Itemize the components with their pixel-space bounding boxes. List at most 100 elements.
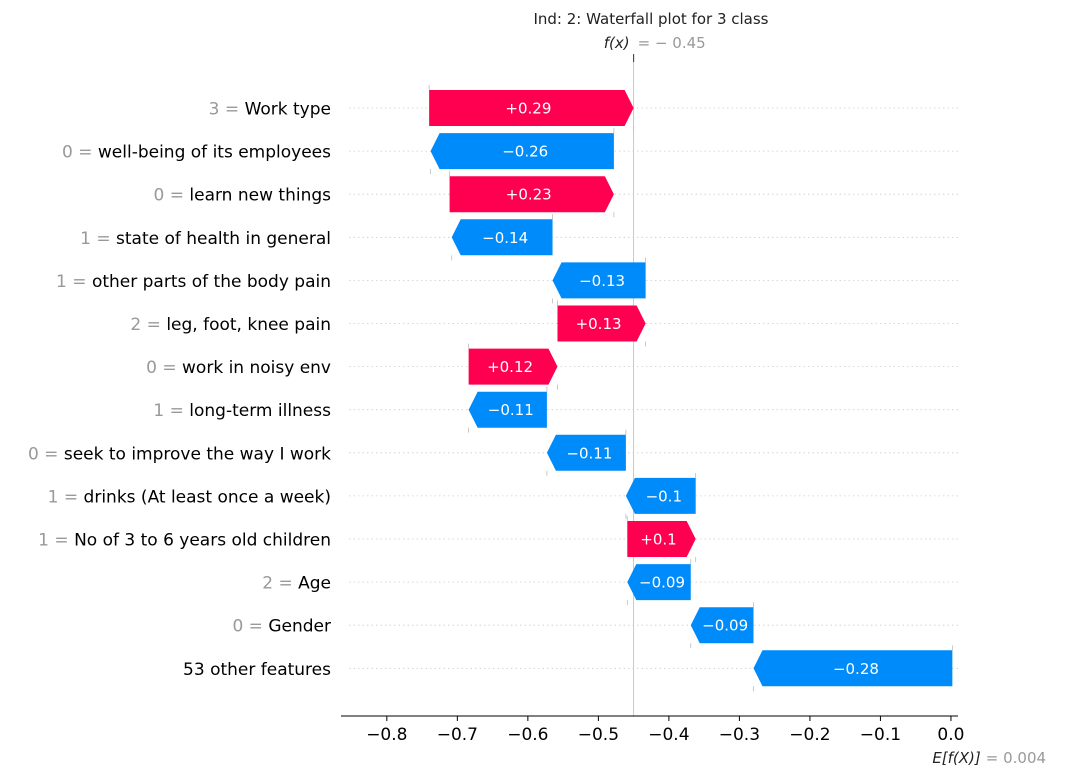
bar-value-label: +0.1 [640, 531, 676, 549]
waterfall-bar [625, 477, 696, 514]
waterfall-bar [753, 650, 953, 687]
feature-label: 1 = drinks (At least once a week) [48, 487, 331, 507]
bar-layer: +0.29 −0.26 +0.23 −0.14 −0.13 +0.13 +0.12 −0.11… [429, 90, 953, 687]
waterfall-bar [429, 90, 634, 126]
feature-value: 0 [154, 186, 165, 206]
feature-name: seek to improve the way I work [64, 444, 331, 464]
bar-value-label: −0.1 [646, 487, 682, 505]
feature-name: leg, foot, knee pain [166, 315, 331, 335]
feature-label: 53 other features [183, 660, 331, 680]
feature-name: Age [298, 574, 331, 594]
feature-label: 1 = long-term illness [153, 401, 331, 421]
feature-name: Work type [245, 100, 331, 120]
fx-label: f(x) [604, 34, 630, 52]
feature-name: long-term illness [189, 401, 331, 421]
equals-sign: = [243, 617, 268, 637]
feature-name: other parts of the body pain [92, 272, 331, 292]
feature-value: 2 [262, 574, 273, 594]
feature-label: 0 = seek to improve the way I work [28, 444, 331, 464]
fx-value: = − 0.45 [638, 34, 706, 52]
bar-value-label: −0.28 [833, 660, 879, 678]
bar-value-label: +0.29 [505, 100, 551, 118]
bar-value-label: −0.11 [488, 401, 534, 419]
waterfall-bar [468, 348, 558, 385]
waterfall-bar [546, 434, 626, 471]
equals-sign: = [220, 100, 245, 120]
feature-name: state of health in general [116, 229, 331, 249]
feature-name: No of 3 to 6 years old children [74, 531, 331, 551]
equals-sign: = [39, 444, 64, 464]
waterfall-bar [627, 521, 696, 557]
base-value: = 0.004 [986, 749, 1046, 767]
feature-value: 3 [209, 100, 220, 120]
grid-layer [349, 54, 958, 716]
x-tick-label: −0.2 [789, 725, 830, 745]
equals-sign: = [91, 229, 116, 249]
equals-sign: = [157, 358, 182, 378]
bar-value-label: +0.12 [487, 358, 533, 376]
feature-value: 1 [38, 531, 49, 551]
fx-annotation: f(x) = − 0.45 [604, 34, 706, 52]
x-tick-label: −0.6 [507, 725, 548, 745]
x-tick-label: −0.1 [860, 725, 901, 745]
feature-label: 1 = other parts of the body pain [56, 272, 331, 292]
equals-sign: = [273, 574, 298, 594]
bar-value-label: +0.13 [576, 315, 622, 333]
base-label: E[f(X)] [932, 749, 981, 767]
feature-labels: 3 = Work type 0 = well-being of its emplo… [28, 100, 331, 680]
equals-sign: = [141, 315, 166, 335]
feature-name: well-being of its employees [98, 143, 331, 163]
base-annotation: E[f(X)] = 0.004 [932, 749, 1046, 767]
bar-value-label: −0.13 [579, 272, 625, 290]
feature-value: 0 [146, 358, 157, 378]
equals-sign: = [164, 401, 189, 421]
waterfall-bar [468, 391, 547, 428]
x-tick-label: −0.8 [366, 725, 407, 745]
feature-value: 1 [56, 272, 67, 292]
feature-value: 2 [130, 315, 141, 335]
connector-layer [428, 85, 953, 692]
feature-label: 0 = well-being of its employees [62, 143, 331, 163]
feature-label: 1 = No of 3 to 6 years old children [38, 531, 331, 551]
feature-name: drinks (At least once a week) [84, 487, 331, 507]
feature-label: 0 = learn new things [154, 186, 332, 206]
waterfall-bar [627, 564, 691, 601]
equals-sign: = [67, 272, 92, 292]
feature-name: Gender [268, 617, 331, 637]
chart-title: Ind: 2: Waterfall plot for 3 class [533, 10, 768, 28]
waterfall-bar [451, 219, 553, 256]
x-tick-label: −0.4 [648, 725, 689, 745]
feature-value: 1 [153, 401, 164, 421]
bar-value-label: −0.26 [502, 143, 548, 161]
feature-value: 1 [80, 229, 91, 249]
feature-label: 3 = Work type [209, 100, 331, 120]
equals-sign: = [73, 143, 98, 163]
feature-value: 0 [232, 617, 243, 637]
bar-value-label: −0.14 [482, 229, 528, 247]
x-tick-label: −0.3 [719, 725, 760, 745]
feature-label: 0 = work in noisy env [146, 358, 331, 378]
equals-sign: = [49, 531, 74, 551]
feature-value: 1 [48, 487, 59, 507]
bar-value-label: −0.09 [702, 617, 748, 635]
feature-name: 53 other features [183, 660, 331, 680]
feature-name: learn new things [189, 186, 331, 206]
x-tick-label: −0.5 [578, 725, 619, 745]
x-axis: −0.8 −0.7 −0.6 −0.5 −0.4 −0.3 −0.2 −0.1 0.0 [341, 715, 964, 745]
feature-name: work in noisy env [182, 358, 331, 378]
feature-label: 0 = Gender [232, 617, 331, 637]
feature-label: 1 = state of health in general [80, 229, 331, 249]
waterfall-bar [430, 133, 614, 170]
bar-value-label: +0.23 [506, 186, 552, 204]
feature-value: 0 [28, 444, 39, 464]
feature-label: 2 = leg, foot, knee pain [130, 315, 331, 335]
waterfall-bar [557, 305, 646, 342]
waterfall-bar [690, 607, 754, 644]
equals-sign: = [164, 186, 189, 206]
bar-value-label: −0.09 [639, 574, 685, 592]
bar-value-label: −0.11 [566, 444, 612, 462]
waterfall-bar [552, 262, 646, 299]
feature-label: 2 = Age [262, 574, 331, 594]
feature-value: 0 [62, 143, 73, 163]
waterfall-bar [449, 176, 614, 213]
